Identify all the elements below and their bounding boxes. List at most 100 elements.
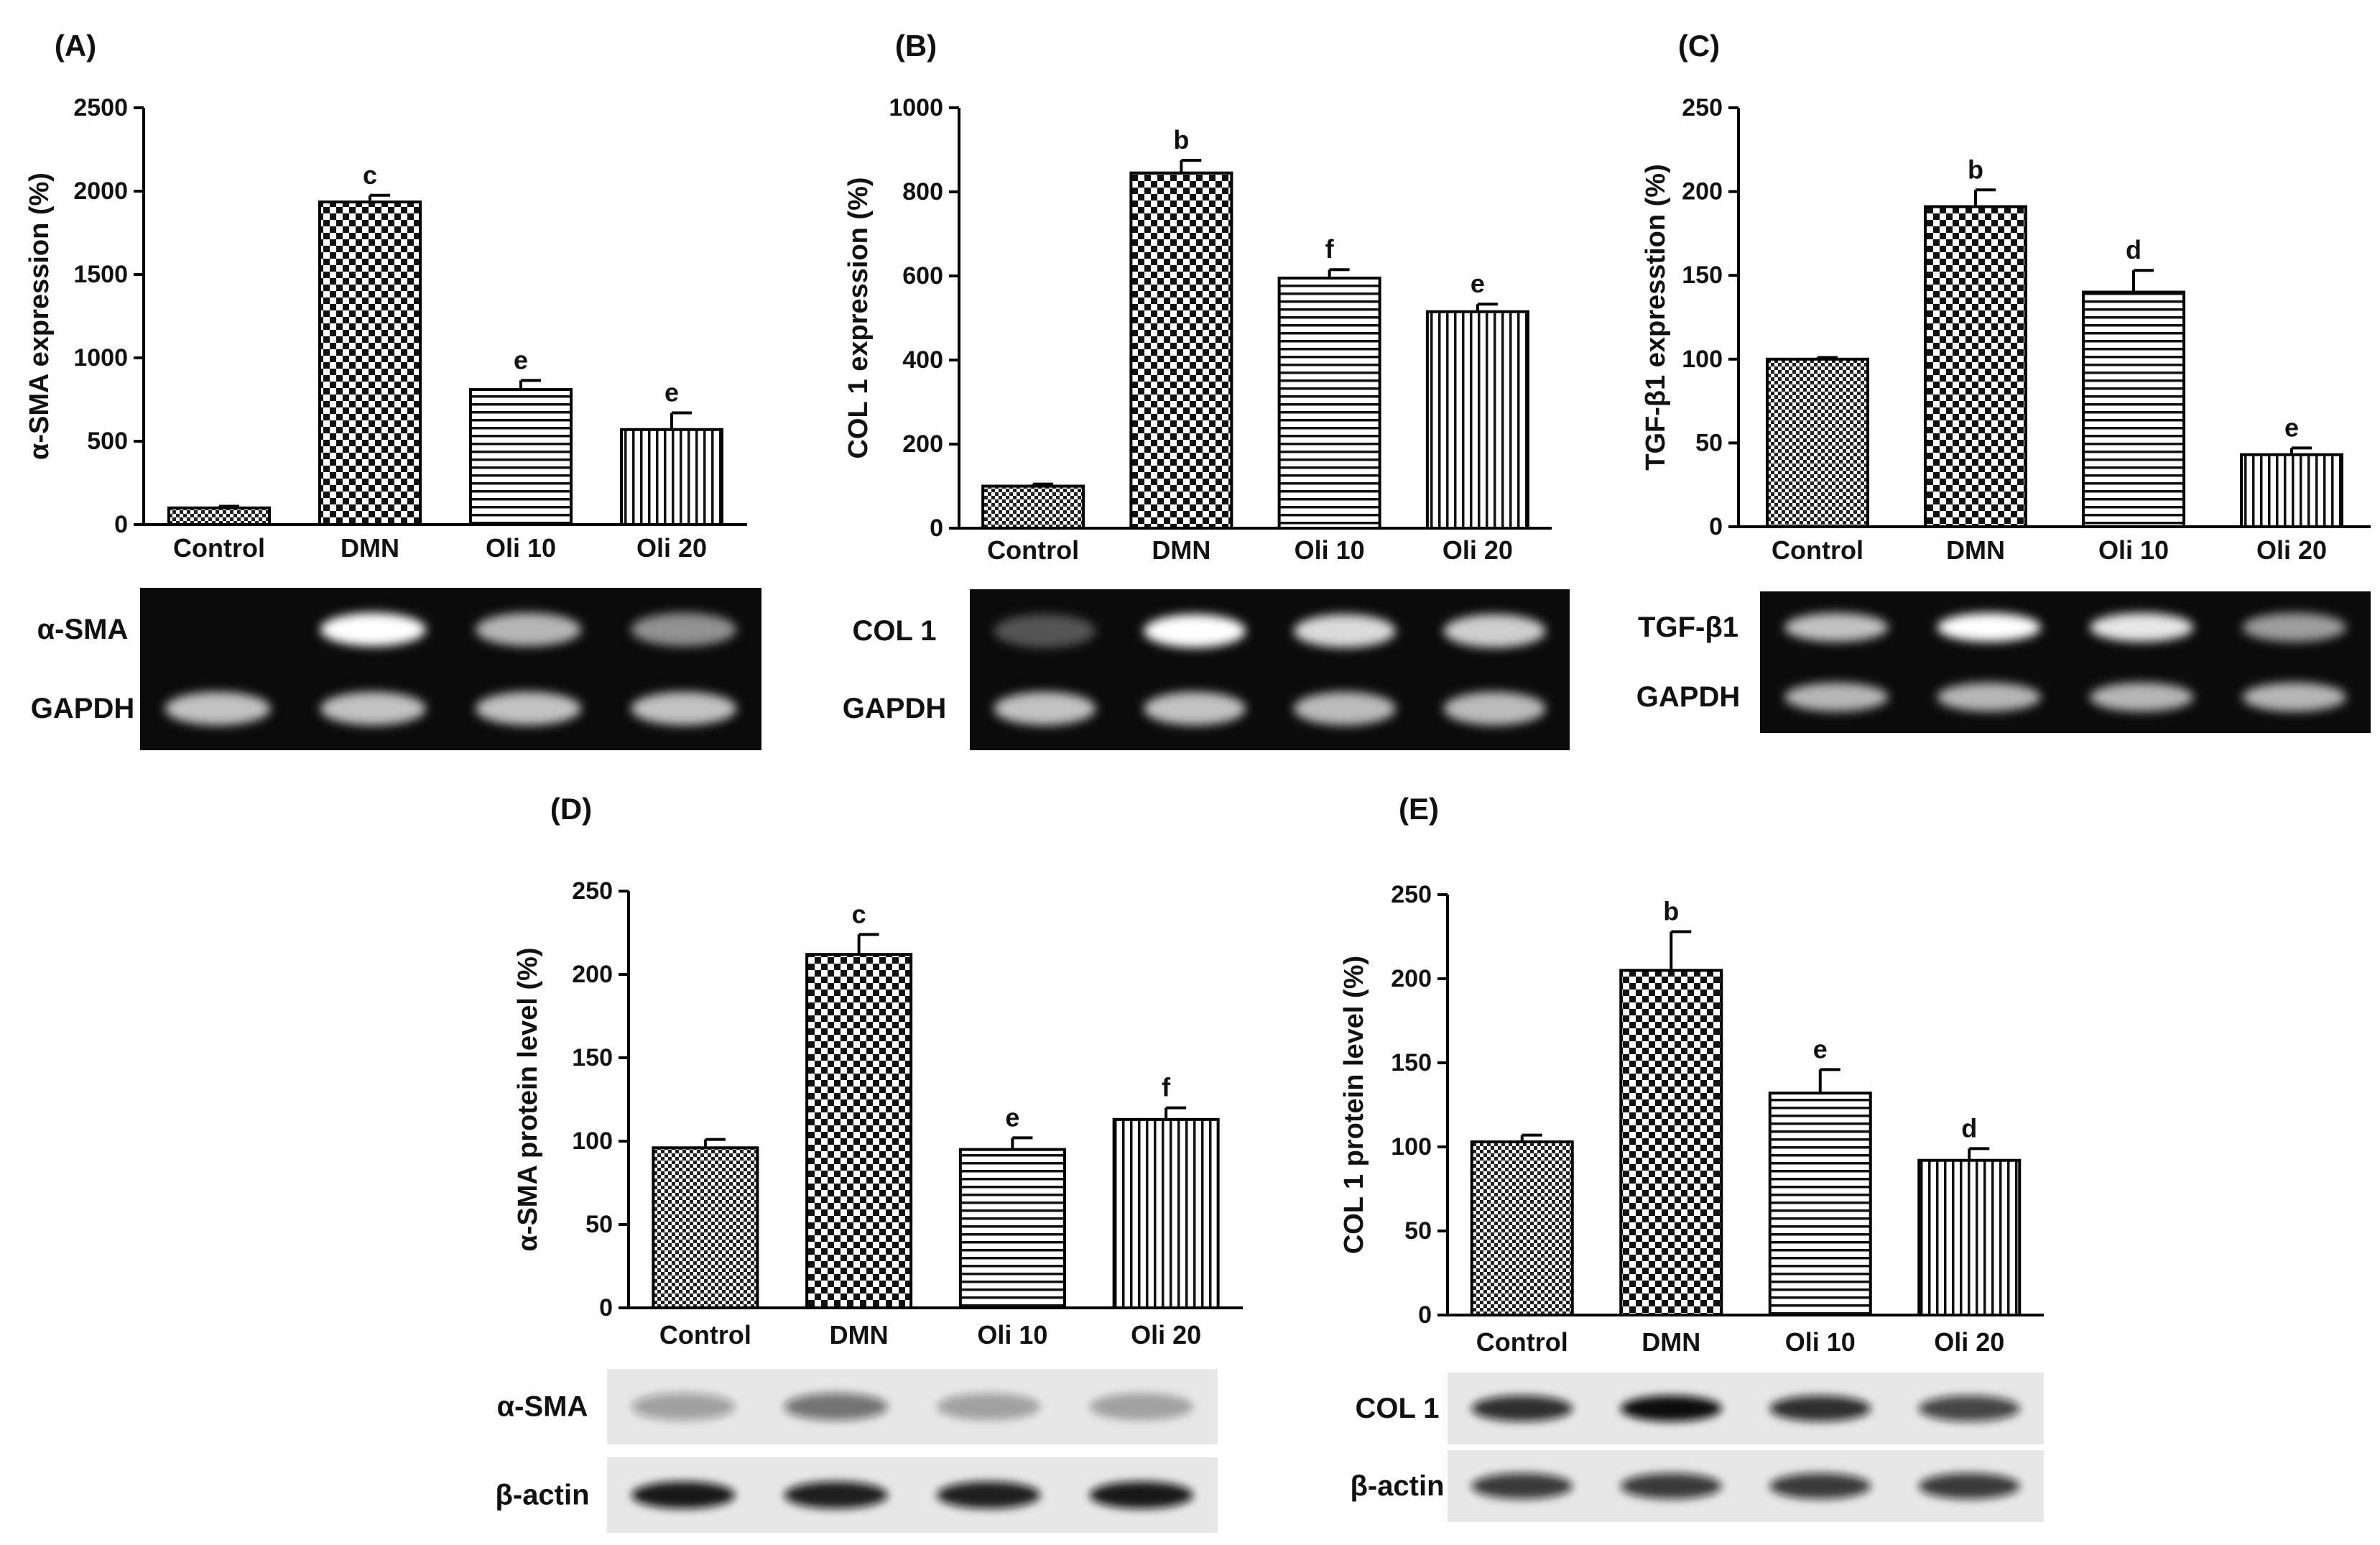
band-lane (1144, 614, 1246, 648)
category-label: Oli 20 (1934, 1327, 2004, 1357)
bar (1766, 357, 1869, 528)
band-lane (631, 691, 737, 726)
y-tick-label: 1000 (73, 344, 128, 372)
band-lane (1937, 613, 2041, 642)
category-label: DMN (830, 1320, 889, 1350)
y-tick-label: 150 (1682, 262, 1723, 289)
band-label: GAPDH (1636, 681, 1740, 713)
panel-label: (D) (550, 792, 592, 826)
band-lane (937, 1393, 1041, 1421)
panel-c: (C) 0 50 100 150 200 250 TGF-β1 expresstion (%)… (1636, 29, 2371, 733)
y-tick-label: 200 (1682, 178, 1723, 206)
band-lane (631, 1481, 736, 1509)
band-lane (1937, 683, 2041, 711)
band-lane (784, 1393, 888, 1421)
significance-letter: b (1663, 896, 1679, 926)
significance-letter: b (1968, 154, 1983, 184)
category-label: Oli 10 (486, 533, 556, 563)
band-lane (994, 614, 1096, 648)
y-tick-label: 100 (572, 1127, 613, 1155)
y-tick-label: 150 (1391, 1049, 1432, 1076)
bar (167, 506, 271, 526)
bar (805, 953, 913, 1310)
category-label: DMN (1946, 535, 2005, 565)
band-lane (994, 691, 1096, 726)
significance-letter: c (852, 899, 866, 928)
significance-letter: f (1325, 234, 1335, 264)
y-tick-label: 50 (1404, 1217, 1432, 1245)
band-lane (1089, 1481, 1193, 1509)
y-axis-label: COL 1 protein level (%) (1339, 956, 1369, 1254)
bar (1277, 276, 1381, 530)
band-lane (1144, 691, 1246, 726)
bar (1112, 1117, 1220, 1309)
category-label: Oli 10 (977, 1320, 1047, 1350)
bar (1924, 205, 2027, 528)
y-tick-label: 100 (1682, 346, 1723, 373)
panel-label: (C) (1678, 29, 1720, 63)
band-lane (1443, 691, 1546, 726)
band-label: COL 1 (852, 615, 936, 647)
band-lane (784, 1481, 888, 1509)
y-tick-label: 1000 (889, 94, 943, 121)
y-tick-label: 2500 (73, 94, 128, 121)
bar (1917, 1158, 2022, 1316)
band-lane (631, 612, 737, 647)
significance-letter: e (2284, 412, 2299, 442)
panel-label: (E) (1399, 792, 1439, 826)
band-lane (1471, 1473, 1573, 1499)
significance-letter: e (1813, 1034, 1828, 1064)
category-label: Control (1476, 1327, 1568, 1357)
panel-d: (D) 0 50 100 150 200 250 α-SMA protein level (%… (495, 792, 1243, 1533)
bar (2240, 453, 2343, 528)
category-label: Oli 20 (1131, 1320, 1201, 1350)
significance-letter: d (1961, 1113, 1977, 1143)
y-axis-label: α-SMA expression (%) (24, 172, 55, 460)
y-tick-label: 250 (1682, 94, 1723, 121)
y-tick-label: 1500 (73, 261, 128, 288)
significance-letter: f (1162, 1073, 1171, 1102)
category-label: Oli 10 (1295, 535, 1365, 565)
y-axis-label: COL 1 expression (%) (843, 177, 874, 458)
y-tick-label: 250 (1391, 881, 1432, 908)
band-lane (1769, 1473, 1871, 1499)
y-tick-label: 500 (87, 428, 128, 455)
panel-label: (A) (55, 29, 96, 63)
band-lane (1918, 1473, 2020, 1499)
significance-letter: e (1471, 269, 1485, 298)
category-label: Control (659, 1320, 751, 1350)
band-lane (1443, 614, 1546, 648)
bar (652, 1146, 759, 1310)
significance-letter: e (665, 378, 679, 407)
y-tick-label: 400 (902, 346, 943, 374)
band-lane (2090, 683, 2194, 711)
bar (981, 484, 1085, 530)
category-label: DMN (1152, 535, 1210, 565)
category-label: Oli 20 (1443, 535, 1513, 565)
significance-letter: b (1173, 125, 1189, 154)
y-tick-label: 150 (572, 1044, 613, 1071)
category-label: Control (173, 533, 265, 563)
band-label: GAPDH (31, 693, 134, 724)
band-lane (1089, 1393, 1193, 1421)
band-label: TGF-β1 (1638, 612, 1738, 643)
band-lane (2090, 613, 2194, 642)
bar (2082, 290, 2185, 528)
category-label: Oli 20 (2256, 535, 2327, 565)
panel-label: (B) (895, 29, 937, 63)
band-lane (1293, 691, 1396, 726)
significance-letter: e (514, 345, 528, 374)
band-lane (1471, 1396, 1573, 1421)
y-tick-label: 200 (572, 961, 613, 988)
y-tick-label: 200 (1391, 965, 1432, 992)
band-lane (1620, 1396, 1722, 1421)
category-label: Oli 10 (1785, 1327, 1856, 1357)
category-label: Oli 10 (2098, 535, 2169, 565)
y-axis-label: TGF-β1 expresstion (%) (1641, 164, 1671, 470)
band-label: COL 1 (1355, 1393, 1439, 1424)
category-label: DMN (341, 533, 399, 563)
band-label: GAPDH (843, 693, 946, 724)
band-label: α-SMA (497, 1391, 588, 1423)
bar (1470, 1140, 1574, 1316)
